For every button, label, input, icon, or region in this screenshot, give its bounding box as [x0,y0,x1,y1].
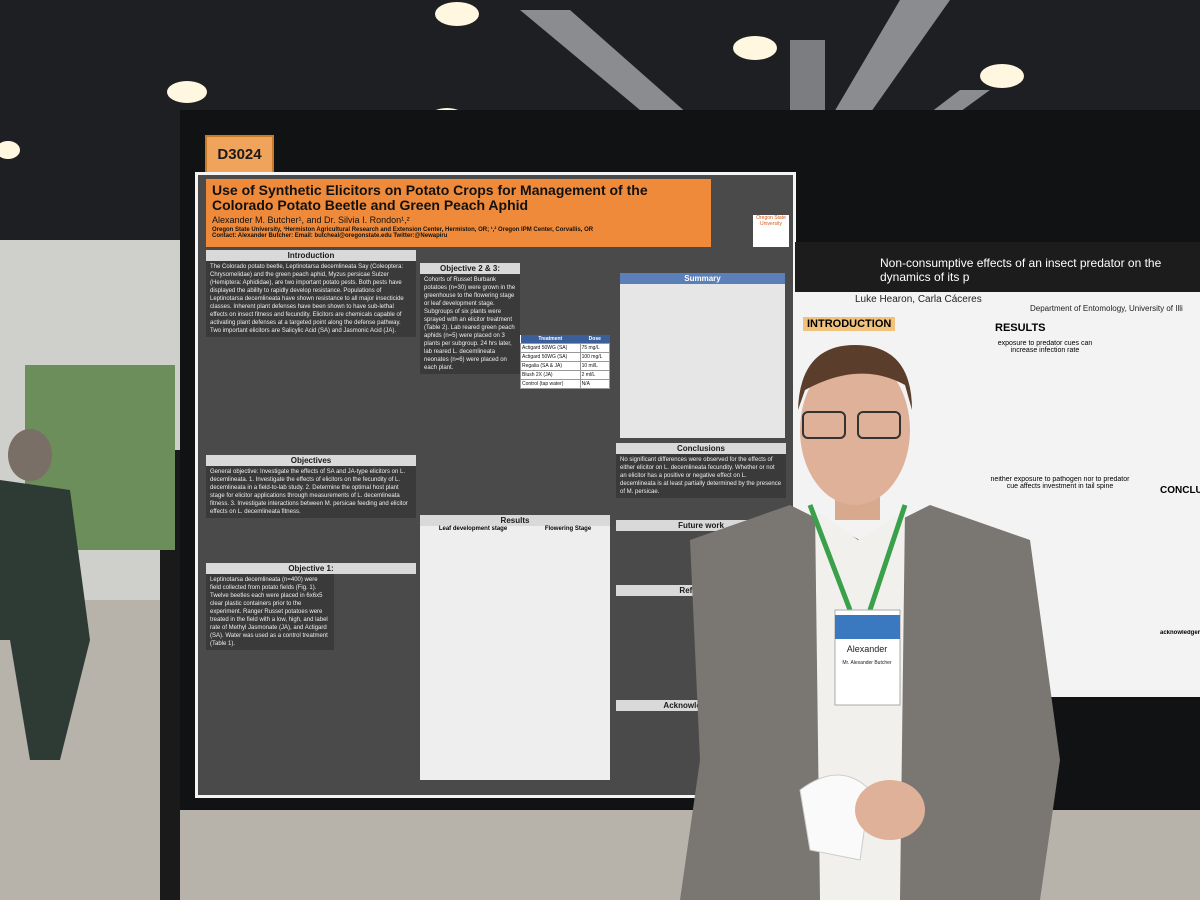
objective-2-3: Objective 2 & 3: Cohorts of Russet Burba… [420,263,520,513]
results: Results Leaf development stage Flowering… [420,515,610,780]
glasses [857,411,901,439]
hand [855,780,925,840]
result-caption: exposure to predator cues can increase i… [997,340,1093,354]
section-text: Leptinotarsa decemlineata (n=400) were f… [206,574,334,650]
subheading: Flowering Stage [544,526,592,532]
table-header: Dose [588,336,601,342]
logo: Oregon State University [753,215,789,247]
results-subheads: Leaf development stage Flowering Stage [420,526,610,532]
poster-authors: Alexander M. Butcher¹, and Dr. Silvia I.… [212,215,410,225]
objectives: Objectives General objective: Investigat… [206,455,416,555]
conclusions: Conclusions No significant differences w… [616,443,786,513]
poster-title: Use of Synthetic Elicitors on Potato Cro… [212,182,648,213]
badge-band [835,615,900,639]
poster-title: Non-consumptive effects of an insect pre… [795,242,1200,292]
poster-header: Use of Synthetic Elicitors on Potato Cro… [206,179,711,247]
table-row: Control (tap water) N/A [520,379,610,389]
section-text: The Colorado potato beetle, Leptinotarsa… [206,261,416,337]
visitor-head [8,429,52,481]
section-text: Cohorts of Russet Burbank potatoes (n=30… [420,274,520,374]
left-poster: Use of Synthetic Elicitors on Potato Cro… [195,172,796,798]
section-heading: acknowledgements [1160,630,1200,636]
future-work: Future work [616,520,786,560]
board-post [160,450,180,900]
poster-affiliation: Oregon State University, ¹Hermiston Agri… [212,227,594,233]
subheading: Leaf development stage [438,526,508,532]
table-cell: N/A [579,379,610,389]
poster-contact: Contact: Alexander Butcher: Email: butch… [212,233,448,239]
section-heading: CONCLU [1160,485,1200,496]
lanyard [807,504,908,611]
visitor [0,480,90,760]
section-heading: RESULTS [995,322,1046,334]
result-caption: neither exposure to pathogen nor to pred… [990,476,1130,490]
section-heading: Objective 2 & 3: [420,263,520,274]
glasses [802,411,846,439]
booth-number: D3024 [205,135,274,175]
section-text: No significant differences were observed… [616,454,786,498]
section-heading: Summary [620,273,785,284]
section-heading: Future work [616,520,786,531]
dose-table: Treatment Dose Actigard 50WG (SA) 75 mg/L Ac… [520,335,610,389]
badge-name: Alexander [847,644,888,654]
face [800,355,910,505]
summary: Summary [620,273,785,438]
section-heading: Objective 1: [206,563,416,574]
section-text: General objective: Investigate the effec… [206,466,416,518]
intro: Introduction The Colorado potato beetle,… [206,250,416,450]
objective-1: Objective 1: Leptinotarsa decemlineata (… [206,563,416,788]
section-heading: Objectives [206,455,416,466]
section-heading: Results [420,515,610,526]
department: Department of Entomology, University of … [1030,304,1183,313]
badge-detail: Mr. Alexander Butcher [842,660,892,666]
table-header-row: Treatment Dose [520,335,610,344]
section-heading: INTRODUCTION [803,317,896,331]
poster-authors: Luke Hearon, Carla Cáceres [855,294,982,305]
table-header: Treatment [538,336,563,342]
section-heading: Introduction [206,250,416,261]
hair [798,345,912,410]
section-heading: Conclusions [616,443,786,454]
